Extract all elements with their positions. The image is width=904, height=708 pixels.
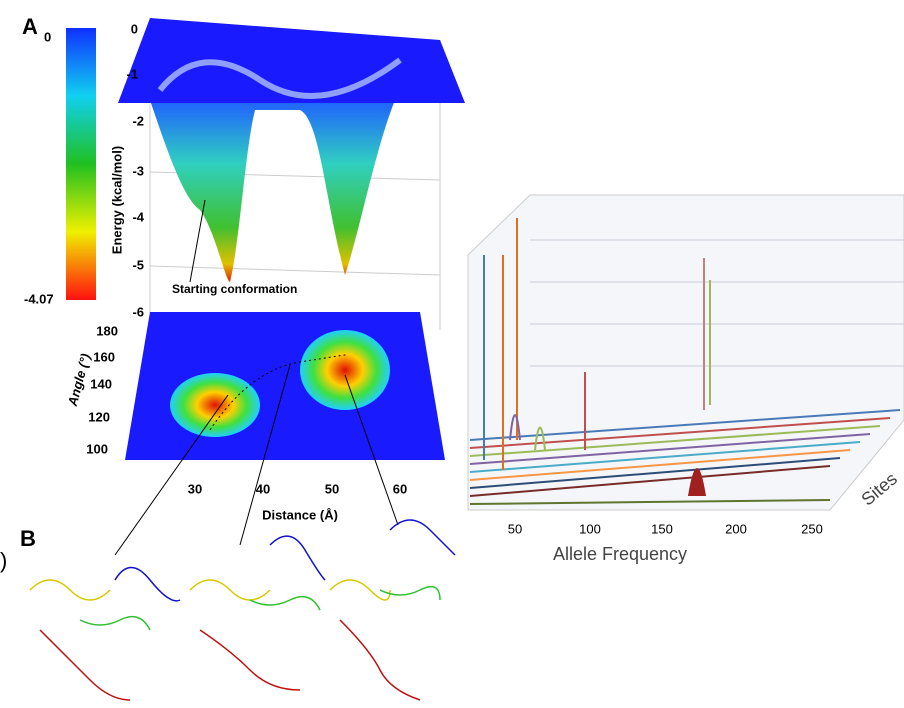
tick-label: -5 [132, 257, 144, 272]
panel-label: A [22, 14, 38, 39]
heatmap-basin [170, 373, 260, 437]
energy-surface [150, 100, 395, 282]
energy-plane [118, 18, 465, 103]
tick-label: -1 [126, 66, 138, 81]
axis-title: Distance (Å) [262, 507, 338, 522]
tick-label: 140 [90, 376, 112, 391]
back-grid [530, 239, 904, 367]
tick-label: 50 [325, 481, 339, 496]
colorbar-max: 0 [44, 29, 51, 44]
tick-label: -3 [132, 163, 144, 178]
tick-label: 30 [188, 481, 202, 496]
tick-label: 40 [256, 481, 270, 496]
tick-label: 0 [131, 21, 138, 36]
tick-label: 150 [651, 521, 673, 536]
x-ticks: 50 100 150 200 250 [508, 521, 823, 536]
tick-label: 160 [93, 349, 115, 364]
protein-structures [29, 519, 456, 701]
heatmap-plane [125, 312, 445, 460]
tick-label: 100 [579, 521, 601, 536]
tick-label: 50 [508, 521, 522, 536]
colorbar [66, 28, 96, 300]
tick-label: 60 [393, 481, 407, 496]
tick-label: 120 [88, 409, 110, 424]
axis-title: Energy (kcal/mol) [109, 146, 124, 254]
path-dots [209, 354, 346, 431]
tick-label: 180 [96, 323, 118, 338]
heatmap-basin [300, 330, 390, 410]
leader-lines [114, 364, 399, 556]
tick-label: -6 [132, 304, 144, 319]
tick-label: 200 [725, 521, 747, 536]
ridge-peak [688, 468, 706, 496]
axis-title: Sites [857, 469, 901, 510]
ridge-lines [469, 218, 901, 505]
distance-ticks: 30 40 50 60 [188, 481, 407, 496]
tick-label: -4 [132, 209, 144, 224]
tick-label: -2 [132, 113, 144, 128]
energy-ticks: 0 -1 -2 -3 -4 -5 -6 [126, 21, 144, 319]
angle-ticks: 180 160 140 120 100 [86, 323, 118, 456]
tick-label: 250 [801, 521, 823, 536]
annotation: Starting conformation [172, 282, 297, 296]
colorbar-min: -4.07 [24, 291, 54, 306]
edge-fragment: ) [0, 548, 7, 573]
panel-label: B [20, 526, 36, 551]
axis-title: Allele Frequency [553, 544, 687, 564]
surface-highlight [157, 57, 402, 99]
annotation-line [189, 199, 206, 283]
axis-title: Angle (°) [65, 352, 94, 409]
tick-label: 100 [86, 441, 108, 456]
